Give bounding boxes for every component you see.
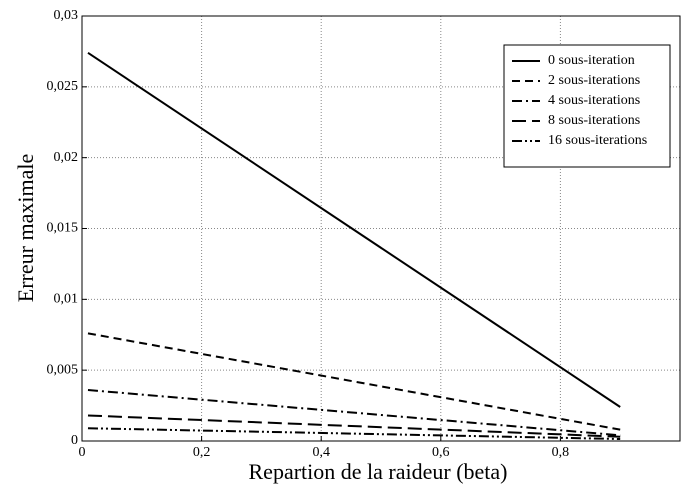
x-axis-label: Repartion de la raideur (beta) (249, 459, 508, 484)
legend-box (503, 44, 671, 168)
y-tick-label: 0,01 (54, 292, 79, 307)
plot-frame (81, 15, 681, 442)
y-tick-label: 0,03 (54, 8, 79, 23)
x-tick-label: 0,8 (552, 445, 570, 460)
y-tick-label: 0,015 (47, 221, 79, 236)
legend-label: 0 sous-iteration (548, 53, 635, 68)
x-tick-label: 0 (79, 445, 86, 460)
series-line (87, 427, 621, 441)
y-tick-label: 0,005 (47, 362, 79, 377)
y-tick-label: 0,025 (47, 79, 79, 94)
series-line (87, 414, 621, 438)
series-line (87, 332, 621, 431)
y-tick-label: 0 (71, 433, 78, 448)
legend-label: 8 sous-iterations (548, 113, 640, 128)
x-tick-label: 0,2 (193, 445, 211, 460)
legend-label: 16 sous-iterations (548, 133, 647, 148)
x-tick-label: 0,4 (312, 445, 330, 460)
series-line (87, 52, 621, 408)
legend-label: 4 sous-iterations (548, 93, 640, 108)
series-line (87, 389, 621, 437)
x-tick-label: 0,6 (432, 445, 450, 460)
legend-label: 2 sous-iterations (548, 73, 640, 88)
y-axis-label: Erreur maximale (13, 154, 38, 302)
y-tick-label: 0,02 (54, 150, 79, 165)
